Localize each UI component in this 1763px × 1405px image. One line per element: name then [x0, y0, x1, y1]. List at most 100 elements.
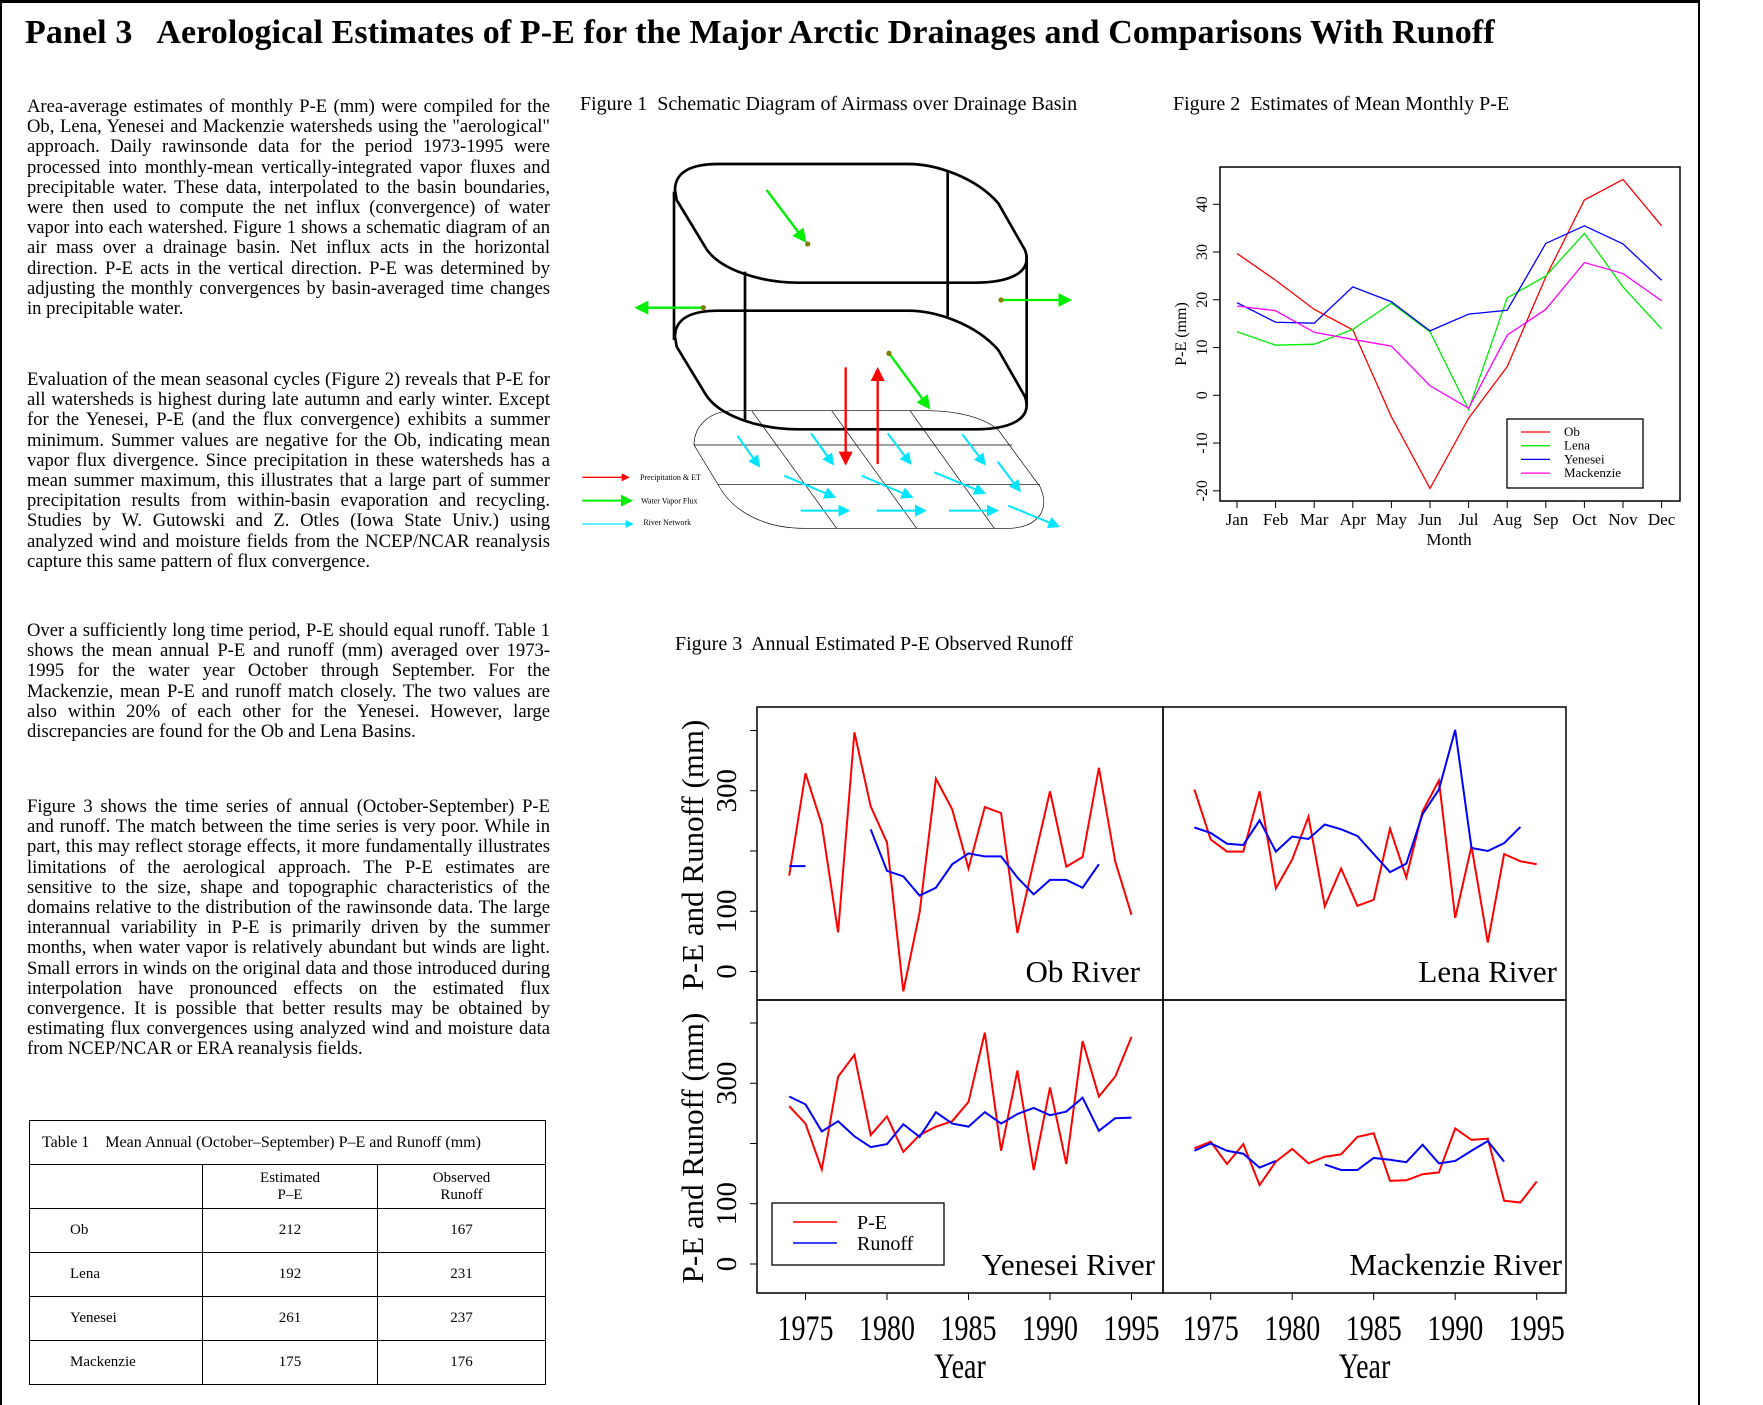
y-tick-label: 100 [711, 890, 743, 934]
figure1-title: Figure 1 Schematic Diagram of Airmass ov… [580, 93, 1078, 115]
x-axis-label: Year [1339, 1347, 1391, 1387]
legend-vapor-label: Water Vapor Flux [641, 496, 698, 505]
table-header-row: Estimated P–E Observed Runoff [29, 1164, 546, 1209]
figure3-title: Figure 3 Annual Estimated P-E Observed R… [675, 633, 1073, 655]
y-tick-label: -20 [1194, 480, 1211, 501]
basin-name: Yenesei [29, 1296, 203, 1341]
time-series-paragraph: Figure 3 shows the time series of annual… [27, 796, 550, 1060]
series-line-lena [1236, 232, 1663, 412]
table-header-estimated: Estimated P–E [201, 1164, 379, 1209]
y-tick-label: -10 [1194, 432, 1211, 453]
legend-river-label: River Network [643, 518, 691, 527]
x-tick-label: 1990 [1427, 1309, 1483, 1349]
runoff-line [869, 828, 1100, 897]
pe-line [788, 732, 1133, 992]
x-tick-label: Sep [1533, 510, 1559, 529]
flux-origin-dots [700, 241, 1004, 356]
panel-label: Ob River [1025, 954, 1140, 989]
x-tick-label: Oct [1572, 510, 1597, 529]
pe-value: 261 [201, 1296, 379, 1341]
runoff-value: 167 [377, 1208, 546, 1253]
header-line: Runoff [440, 1186, 483, 1203]
y-axis-label: P-E and Runoff (mm) [675, 1013, 710, 1284]
panel-label: Mackenzie River [1349, 1247, 1562, 1282]
x-tick-label: Feb [1263, 510, 1289, 529]
page-title: Panel 3 Aerological Estimates of P-E for… [25, 14, 1495, 51]
figure1-legend: Precipitation & ET Water Vapor Flux Rive… [582, 473, 701, 528]
river-network-arrows [736, 432, 1061, 529]
runoff-value: 237 [377, 1296, 546, 1341]
page-frame [0, 0, 1700, 1405]
pe-line [788, 1032, 1133, 1174]
legend-label: Lena [1564, 438, 1590, 453]
runoff-line [1193, 1142, 1277, 1169]
table-row: Ob 212 167 [29, 1208, 546, 1253]
figure2-chart: Jan Feb Mar Apr May Jun Jul Aug Sep Oct Nov Dec -20 -… [1173, 166, 1681, 549]
x-axis-label: Month [1426, 530, 1472, 549]
airmass-cylinder [672, 162, 1028, 431]
x-tick-label: 1975 [778, 1309, 834, 1349]
table-1: Table 1 Mean Annual (October–September) … [29, 1120, 546, 1385]
panel-frame [1162, 999, 1567, 1294]
table-row: Lena 192 231 [29, 1252, 546, 1297]
header-line: Estimated [260, 1169, 321, 1186]
y-tick-label: 0 [711, 1257, 743, 1272]
table-row: Mackenzie 175 176 [29, 1340, 546, 1385]
runoff-value: 176 [377, 1340, 546, 1385]
x-tick-label: 1980 [859, 1309, 915, 1349]
x-tick-label: 1985 [941, 1309, 997, 1349]
panel-mackenzie-river: Mackenzie River 1975 1980 1985 1990 1995 Year [1162, 999, 1567, 1387]
series-line-ob [1236, 178, 1663, 490]
figure2-title: Figure 2 Estimates of Mean Monthly P-E [1173, 93, 1510, 115]
y-tick-label: 300 [711, 769, 743, 813]
y-tick-label: 100 [711, 1182, 743, 1226]
y-tick-label: 10 [1194, 340, 1211, 356]
legend-label: Runoff [857, 1233, 914, 1255]
x-tick-label: 1990 [1022, 1309, 1078, 1349]
figure2-plot-frame [1219, 166, 1681, 502]
x-tick-label: 1975 [1183, 1309, 1239, 1349]
x-axis-label: Year [934, 1347, 986, 1387]
x-tick-label: Apr [1340, 510, 1367, 529]
x-tick-label: 1985 [1346, 1309, 1402, 1349]
basin-name: Mackenzie [29, 1340, 203, 1385]
intro-paragraph: Area-average estimates of monthly P-E (m… [27, 96, 550, 320]
figure1-schematic: Precipitation & ET Water Vapor Flux Rive… [582, 162, 1073, 529]
x-tick-label: Mar [1300, 510, 1329, 529]
series-line-yenesei [1236, 225, 1663, 332]
x-tick-label: Dec [1648, 510, 1676, 529]
legend-box [1506, 418, 1644, 489]
x-tick-label: Jan [1226, 510, 1249, 529]
runoff-line [1194, 729, 1522, 874]
y-tick-label: 20 [1194, 292, 1211, 308]
legend-precip-label: Precipitation & ET [640, 473, 701, 482]
legend-label: Mackenzie [1564, 465, 1621, 480]
header-line: Observed [432, 1169, 491, 1186]
legend-label: Ob [1564, 424, 1580, 439]
legend-label: Yenesei [1564, 451, 1605, 466]
x-tick-label: Jun [1418, 510, 1442, 529]
y-tick-label: 0 [711, 964, 743, 979]
x-tick-label: Aug [1493, 510, 1523, 529]
runoff-comparison-paragraph: Over a sufficiently long time period, P-… [27, 620, 550, 743]
x-tick-label: Nov [1608, 510, 1638, 529]
precipitation-et-arrows [838, 367, 885, 466]
runoff-line [788, 1095, 1132, 1149]
table-row: Yenesei 261 237 [29, 1296, 546, 1341]
pe-line [1193, 777, 1537, 943]
panel-lena-river: Lena River [1162, 706, 1567, 1001]
table-caption: Table 1 Mean Annual (October–September) … [29, 1120, 546, 1165]
panel-label: Yenesei River [982, 1247, 1156, 1282]
y-tick-label: 0 [1194, 391, 1211, 399]
x-tick-label: 1980 [1264, 1309, 1320, 1349]
legend-box [771, 1202, 945, 1266]
x-tick-label: Jul [1459, 510, 1479, 529]
y-axis-label: P-E and Runoff (mm) [675, 720, 710, 991]
x-tick-label: 1995 [1104, 1309, 1160, 1349]
seasonal-cycle-paragraph: Evaluation of the mean seasonal cycles (… [27, 369, 550, 572]
water-vapor-flux-arrows [634, 189, 1073, 410]
